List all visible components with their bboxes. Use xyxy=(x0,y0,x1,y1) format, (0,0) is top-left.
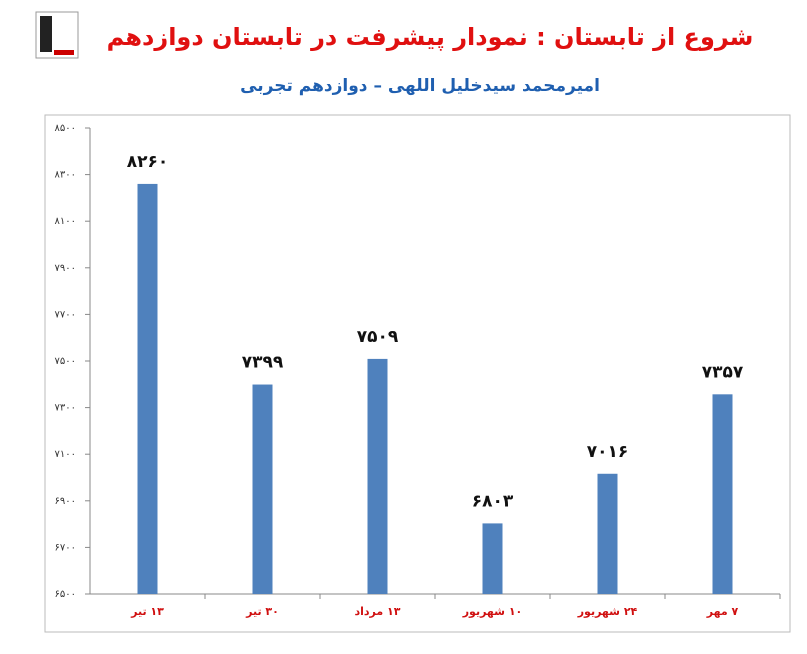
bar xyxy=(137,183,158,595)
data-label: ۷۵۰۹ xyxy=(357,327,399,347)
bar xyxy=(482,523,503,594)
y-tick-label: ۷۳۰۰ xyxy=(55,403,76,414)
x-tick-label: ۳۰ تیر xyxy=(245,605,279,618)
y-tick-label: ۷۵۰۰ xyxy=(55,356,76,367)
data-label: ۷۳۵۷ xyxy=(702,362,744,382)
chart-title: شروع از تابستان : نمودار پیشرفت در تابست… xyxy=(107,23,754,51)
data-label: ۷۰۱۶ xyxy=(587,442,629,462)
x-tick-label: ۱۳ تیر xyxy=(130,605,164,618)
y-tick-label: ۷۷۰۰ xyxy=(55,309,76,320)
bar xyxy=(252,384,273,594)
x-tick-label: ۱۰ شهریور xyxy=(462,605,523,618)
y-tick-label: ۷۹۰۰ xyxy=(55,263,76,274)
y-tick-label: ۶۷۰۰ xyxy=(55,542,76,553)
data-label: ۷۳۹۹ xyxy=(242,353,284,373)
y-tick-label: ۶۵۰۰ xyxy=(55,589,76,600)
bar xyxy=(367,358,388,594)
x-tick-label: ۱۳ مرداد xyxy=(355,605,401,618)
x-tick-label: ۲۴ شهریور xyxy=(577,605,638,618)
x-tick-label: ۷ مهر xyxy=(706,605,739,618)
data-label: ۶۸۰۳ xyxy=(472,491,514,511)
y-tick-label: ۷۱۰۰ xyxy=(55,449,76,460)
bar xyxy=(712,394,733,594)
bar xyxy=(597,473,618,594)
logo xyxy=(35,11,79,59)
y-tick-label: ۶۹۰۰ xyxy=(55,496,76,507)
y-tick-label: ۸۳۰۰ xyxy=(55,170,76,181)
chart-frame xyxy=(44,114,791,633)
y-tick-label: ۸۵۰۰ xyxy=(55,123,76,134)
y-tick-label: ۸۱۰۰ xyxy=(55,216,76,227)
data-label: ۸۲۶۰ xyxy=(127,152,169,172)
chart-subtitle: امیرمحمد سیدخلیل اللهی – دوازدهم تجربی xyxy=(240,76,600,96)
